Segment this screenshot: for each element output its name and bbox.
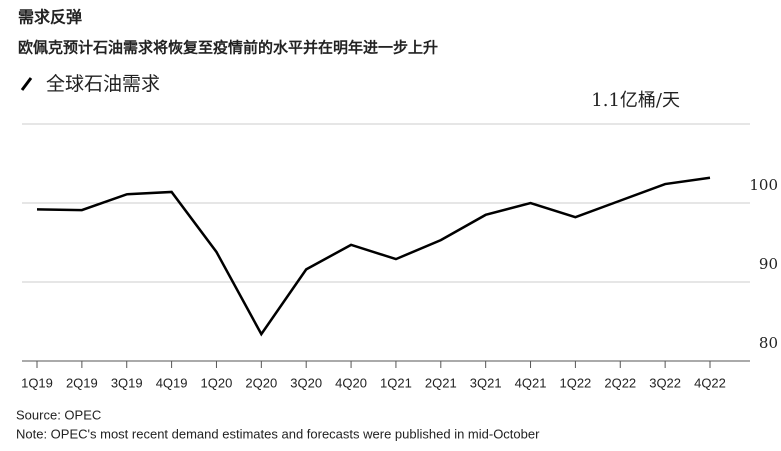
- chart-title: 需求反弹: [18, 8, 82, 27]
- x-tick-label: 1Q22: [559, 375, 591, 390]
- x-tick-label: 2Q20: [245, 375, 277, 390]
- x-tick-label: 2Q22: [604, 375, 636, 390]
- x-tick-label: 3Q21: [470, 375, 502, 390]
- chart-subtitle: 欧佩克预计石油需求将恢复至疫情前的水平并在明年进一步上升: [18, 39, 438, 57]
- x-tick-label: 1Q21: [380, 375, 412, 390]
- source: Source: OPEC: [16, 407, 101, 422]
- legend-swatch: [20, 77, 33, 91]
- x-tick-label: 2Q21: [425, 375, 457, 390]
- x-tick-label: 1Q20: [201, 375, 233, 390]
- x-tick-label: 4Q19: [156, 375, 188, 390]
- x-tick-label: 3Q19: [111, 375, 143, 390]
- data-line: [36, 176, 711, 337]
- y-tick-label: 90: [759, 255, 778, 273]
- legend-label: 全球石油需求: [46, 73, 160, 95]
- y-tick-label: 80: [759, 334, 778, 352]
- y-tick-label: 100: [749, 176, 778, 194]
- x-tick-label: 1Q19: [21, 375, 53, 390]
- x-tick-label: 3Q22: [649, 375, 681, 390]
- x-tick-label: 3Q20: [290, 375, 322, 390]
- x-tick-label: 4Q22: [694, 375, 726, 390]
- note: Note: OPEC's most recent demand estimate…: [16, 426, 540, 441]
- x-tick-label: 2Q19: [66, 375, 98, 390]
- unit-label: 1.1亿桶/天: [591, 90, 680, 111]
- x-tick-label: 4Q21: [515, 375, 547, 390]
- x-tick-label: 4Q20: [335, 375, 367, 390]
